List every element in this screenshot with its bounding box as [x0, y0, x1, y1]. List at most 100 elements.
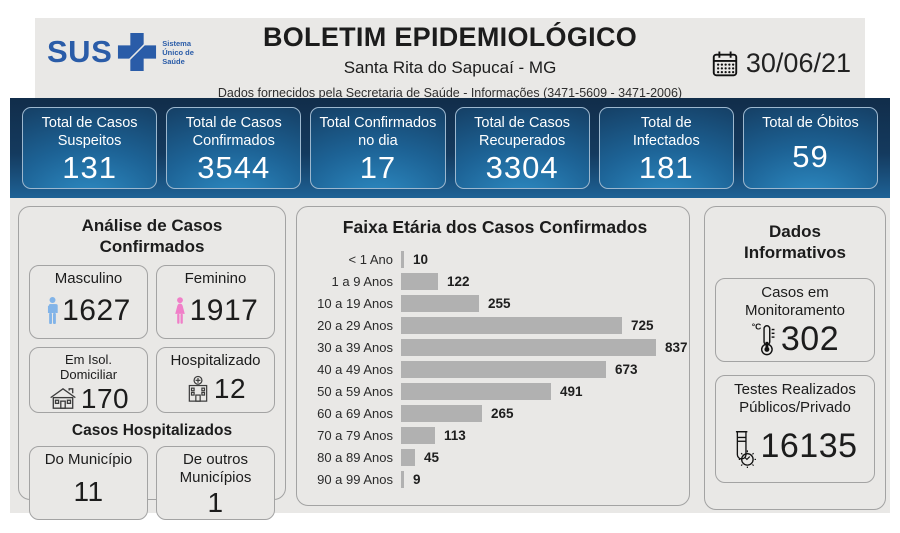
sus-logo-tagline: Sistema Único de Saúde — [162, 38, 194, 66]
info-line: Dados fornecidos pela Secretaria de Saúd… — [217, 86, 683, 100]
hospitalized-card: Hospitalizado — [156, 346, 275, 413]
isolation-card: Em Isol. Domiciliar 170 — [29, 346, 148, 414]
other-municipalities-card: De outros Municípios 1 — [156, 445, 275, 520]
chart-value-label: 725 — [631, 318, 654, 334]
hospitalized-value: 12 — [213, 372, 247, 404]
svg-text:°C: °C — [752, 322, 762, 332]
chart-bar — [401, 427, 435, 445]
other-municipalities-label: De outros Municípios — [179, 450, 252, 486]
chart-row: 20 a 29 Anos 725 — [305, 315, 685, 337]
chart-bar — [401, 273, 438, 291]
male-icon — [46, 296, 59, 326]
municipality-value: 11 — [73, 475, 104, 507]
summary-card: Total Confirmados no dia 17 — [310, 107, 446, 189]
chart-bar — [401, 383, 551, 401]
sus-logo-text: SUS — [47, 34, 113, 69]
tests-label: Testes Realizados Públicos/Privado — [734, 380, 856, 416]
summary-card-value: 181 — [638, 150, 694, 186]
chart-bar — [401, 361, 606, 379]
chart-row: 90 a 99 Anos 9 — [305, 469, 685, 491]
chart-category-label: 50 a 59 Anos — [317, 384, 393, 400]
chart-category-label: 30 a 39 Anos — [317, 340, 393, 356]
chart-value-label: 265 — [491, 406, 514, 422]
summary-card-value: 59 — [792, 139, 829, 175]
summary-card-value: 3304 — [485, 150, 559, 186]
sus-logo: SUS Sistema Único de Saúde — [47, 32, 208, 72]
chart-row: < 1 Ano 10 — [305, 249, 685, 271]
summary-card: Total de Casos Recuperados 3304 — [454, 107, 590, 189]
chart-row: 1 a 9 Anos 122 — [305, 271, 685, 293]
summary-bar: Total de Casos Suspeitos 131 Total de Caso… — [10, 98, 890, 198]
chart-category-label: < 1 Ano — [348, 252, 393, 268]
test-tube-virus-icon — [732, 426, 758, 468]
chart-value-label: 491 — [560, 384, 583, 400]
monitoring-card: Casos em Monitoramento °C 302 — [715, 277, 875, 362]
hospital-icon — [185, 375, 211, 403]
info-panel-title: Dados Informativos — [743, 222, 847, 263]
summary-card-label: Total de Casos Confirmados — [185, 115, 282, 150]
municipality-label: Do Município — [44, 450, 133, 468]
thermometer-icon: °C — [751, 321, 779, 357]
age-chart-panel: Faixa Etária dos Casos Confirmados < 1 A… — [296, 206, 690, 506]
chart-row: 10 a 19 Anos 255 — [305, 293, 685, 315]
female-label: Feminino — [184, 269, 247, 287]
isolation-label: Em Isol. Domiciliar — [59, 351, 118, 383]
chart-bar — [401, 405, 482, 423]
female-card: Feminino 1917 — [156, 264, 275, 339]
house-icon — [48, 386, 78, 411]
chart-bar — [401, 449, 415, 467]
chart-category-label: 20 a 29 Anos — [317, 318, 393, 334]
summary-card-label: Total Confirmados no dia — [319, 115, 437, 150]
summary-card-value: 17 — [359, 150, 397, 186]
summary-card: Total de Casos Suspeitos 131 — [22, 107, 158, 189]
female-icon — [173, 296, 187, 326]
hospitalized-label: Hospitalizado — [170, 351, 261, 369]
summary-card-label: Total de Óbitos — [762, 115, 859, 131]
chart-value-label: 9 — [413, 472, 421, 488]
chart-bar — [401, 295, 479, 313]
chart-row: 80 a 89 Anos 45 — [305, 447, 685, 469]
chart-value-label: 10 — [413, 252, 429, 268]
summary-card: Total de Casos Confirmados 3544 — [166, 107, 302, 189]
chart-row: 40 a 49 Anos 673 — [305, 359, 685, 381]
chart-category-label: 70 a 79 Anos — [317, 428, 393, 444]
chart-value-label: 113 — [444, 428, 466, 444]
chart-category-label: 90 a 99 Anos — [317, 472, 393, 488]
summary-card-label: Total de Infectados — [632, 115, 700, 150]
page-title: BOLETIM EPIDEMIOLÓGICO — [262, 22, 638, 52]
chart-value-label: 673 — [615, 362, 638, 378]
tests-value: 16135 — [760, 427, 858, 465]
chart-category-label: 60 a 69 Anos — [317, 406, 393, 422]
report-date: 30/06/21 — [710, 48, 851, 79]
chart-row: 70 a 79 Anos 113 — [305, 425, 685, 447]
chart-category-label: 1 a 9 Anos — [331, 274, 393, 290]
age-chart-rows: < 1 Ano 10 1 a 9 Anos 122 10 a 19 Anos 255 20 … — [305, 249, 688, 491]
chart-category-label: 80 a 89 Anos — [317, 450, 393, 466]
male-label: Masculino — [54, 269, 123, 287]
chart-row: 30 a 39 Anos 837 — [305, 337, 688, 359]
monitoring-value: 302 — [780, 319, 840, 358]
page-subtitle: Santa Rita do Sapucaí - MG — [343, 58, 557, 77]
municipality-card: Do Município 11 — [29, 445, 148, 520]
isolation-value: 170 — [80, 382, 130, 414]
report-date-value: 30/06/21 — [745, 48, 851, 78]
hospital-section-title: Casos Hospitalizados — [71, 421, 233, 439]
male-card: Masculino 1627 — [29, 264, 148, 339]
summary-card-value: 3544 — [197, 150, 271, 186]
analysis-panel-title: Análise de Casos Confirmados — [81, 216, 223, 257]
tests-card: Testes Realizados Públicos/Privado — [715, 374, 875, 483]
chart-row: 60 a 69 Anos 265 — [305, 403, 685, 425]
chart-bar — [401, 339, 656, 357]
summary-card: Total de Óbitos 59 — [742, 107, 879, 189]
analysis-panel: Análise de Casos Confirmados Masculino — [18, 206, 286, 520]
info-panel: Dados Informativos Casos em Monitorament… — [704, 206, 886, 510]
chart-bar — [401, 251, 404, 269]
summary-card-label: Total de Casos Suspeitos — [41, 115, 138, 150]
age-chart-title: Faixa Etária dos Casos Confirmados — [342, 217, 648, 237]
monitoring-label: Casos em Monitoramento — [744, 283, 846, 319]
summary-card: Total de Infectados 181 — [598, 107, 734, 189]
chart-value-label: 255 — [488, 296, 511, 312]
sus-cross-icon — [117, 32, 157, 72]
other-municipalities-value: 1 — [207, 486, 224, 518]
chart-category-label: 10 a 19 Anos — [317, 296, 393, 312]
